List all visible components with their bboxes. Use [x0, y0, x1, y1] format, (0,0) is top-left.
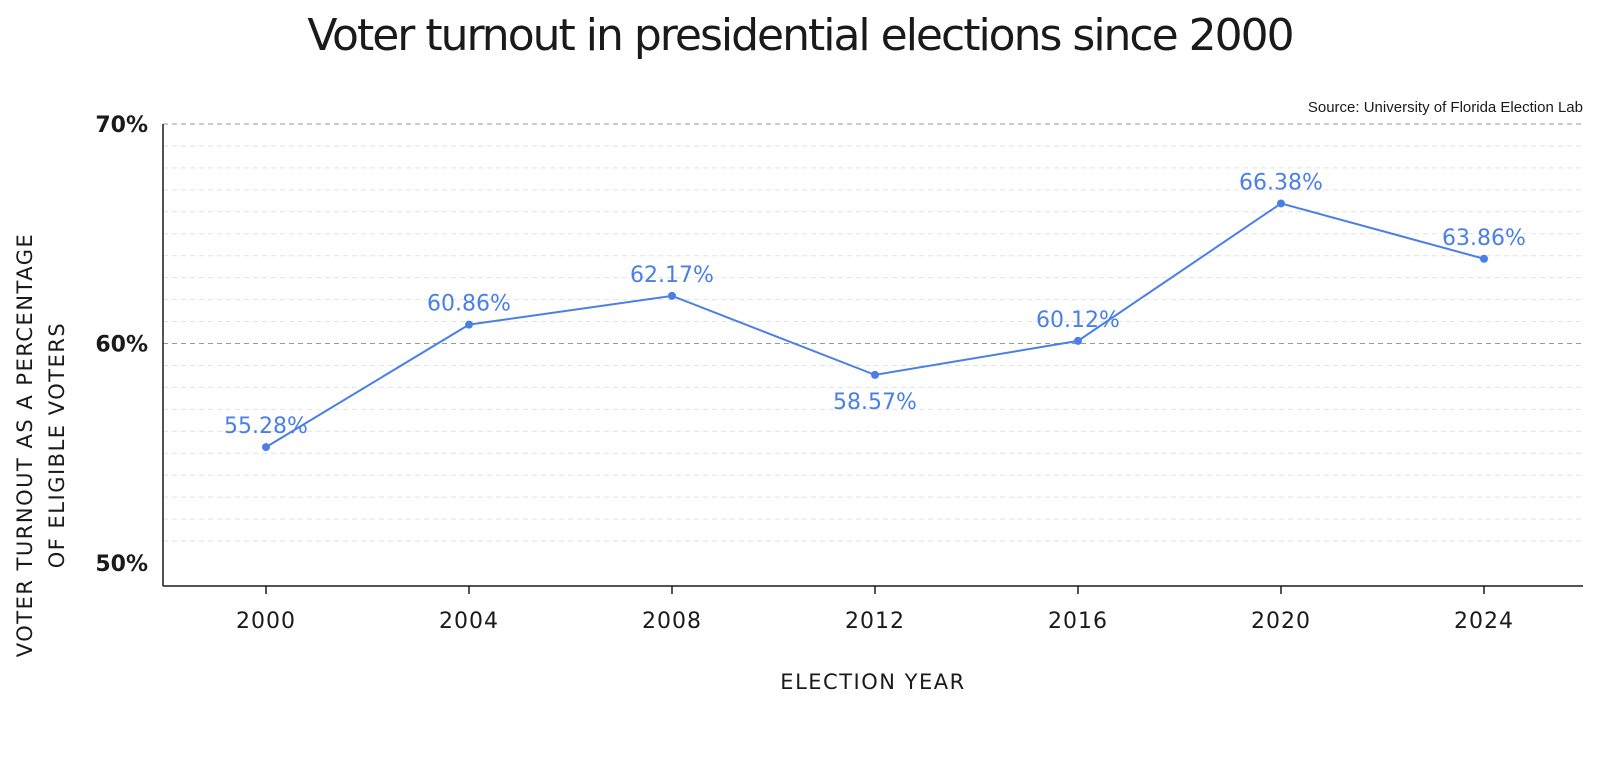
x-tick-label: 2008: [642, 609, 702, 634]
data-point: [1074, 336, 1082, 345]
x-tick-label: 2004: [439, 609, 499, 634]
data-point: [871, 370, 879, 379]
data-label: 60.12%: [1036, 308, 1120, 333]
x-axis-ticks: 2000 2004 2008 2012 2016 2020 2024: [236, 586, 1514, 634]
data-label: 66.38%: [1239, 170, 1323, 195]
x-tick-label: 2024: [1454, 609, 1514, 634]
chart-title: Voter turnout in presidential elections …: [307, 10, 1292, 61]
data-point: [262, 443, 270, 452]
data-point: [1277, 199, 1285, 208]
x-tick-label: 2000: [236, 609, 296, 634]
y-tick-label: 50%: [95, 552, 148, 577]
series-turnout: 55.28% 60.86% 62.17% 58.57% 60.12% 66.38% 63.8…: [224, 170, 1526, 452]
data-label: 60.86%: [427, 292, 511, 317]
x-tick-label: 2020: [1251, 609, 1311, 634]
data-point: [465, 320, 473, 329]
data-label: 63.86%: [1442, 226, 1526, 251]
y-axis-label-line-2: OF ELIGIBLE VOTERS: [45, 322, 69, 569]
x-tick-label: 2012: [845, 609, 905, 634]
data-label: 58.57%: [833, 390, 917, 415]
grid-lines: [163, 123, 1583, 542]
data-label: 62.17%: [630, 263, 714, 288]
chart-source: Source: University of Florida Election L…: [1308, 99, 1583, 116]
y-tick-label: 70%: [95, 113, 148, 138]
data-point: [1480, 254, 1488, 263]
data-point: [668, 291, 676, 300]
axes: [162, 124, 1583, 587]
y-axis-ticks: 50% 60% 70%: [95, 113, 148, 577]
y-axis-label: VOTER TURNOUT AS A PERCENTAGE OF ELIGIBL…: [13, 233, 69, 658]
x-axis-label: ELECTION YEAR: [780, 670, 965, 694]
data-label: 55.28%: [224, 414, 308, 439]
y-axis-label-line-1: VOTER TURNOUT AS A PERCENTAGE: [13, 233, 37, 658]
x-tick-label: 2016: [1048, 609, 1108, 634]
y-tick-label: 60%: [95, 333, 148, 358]
